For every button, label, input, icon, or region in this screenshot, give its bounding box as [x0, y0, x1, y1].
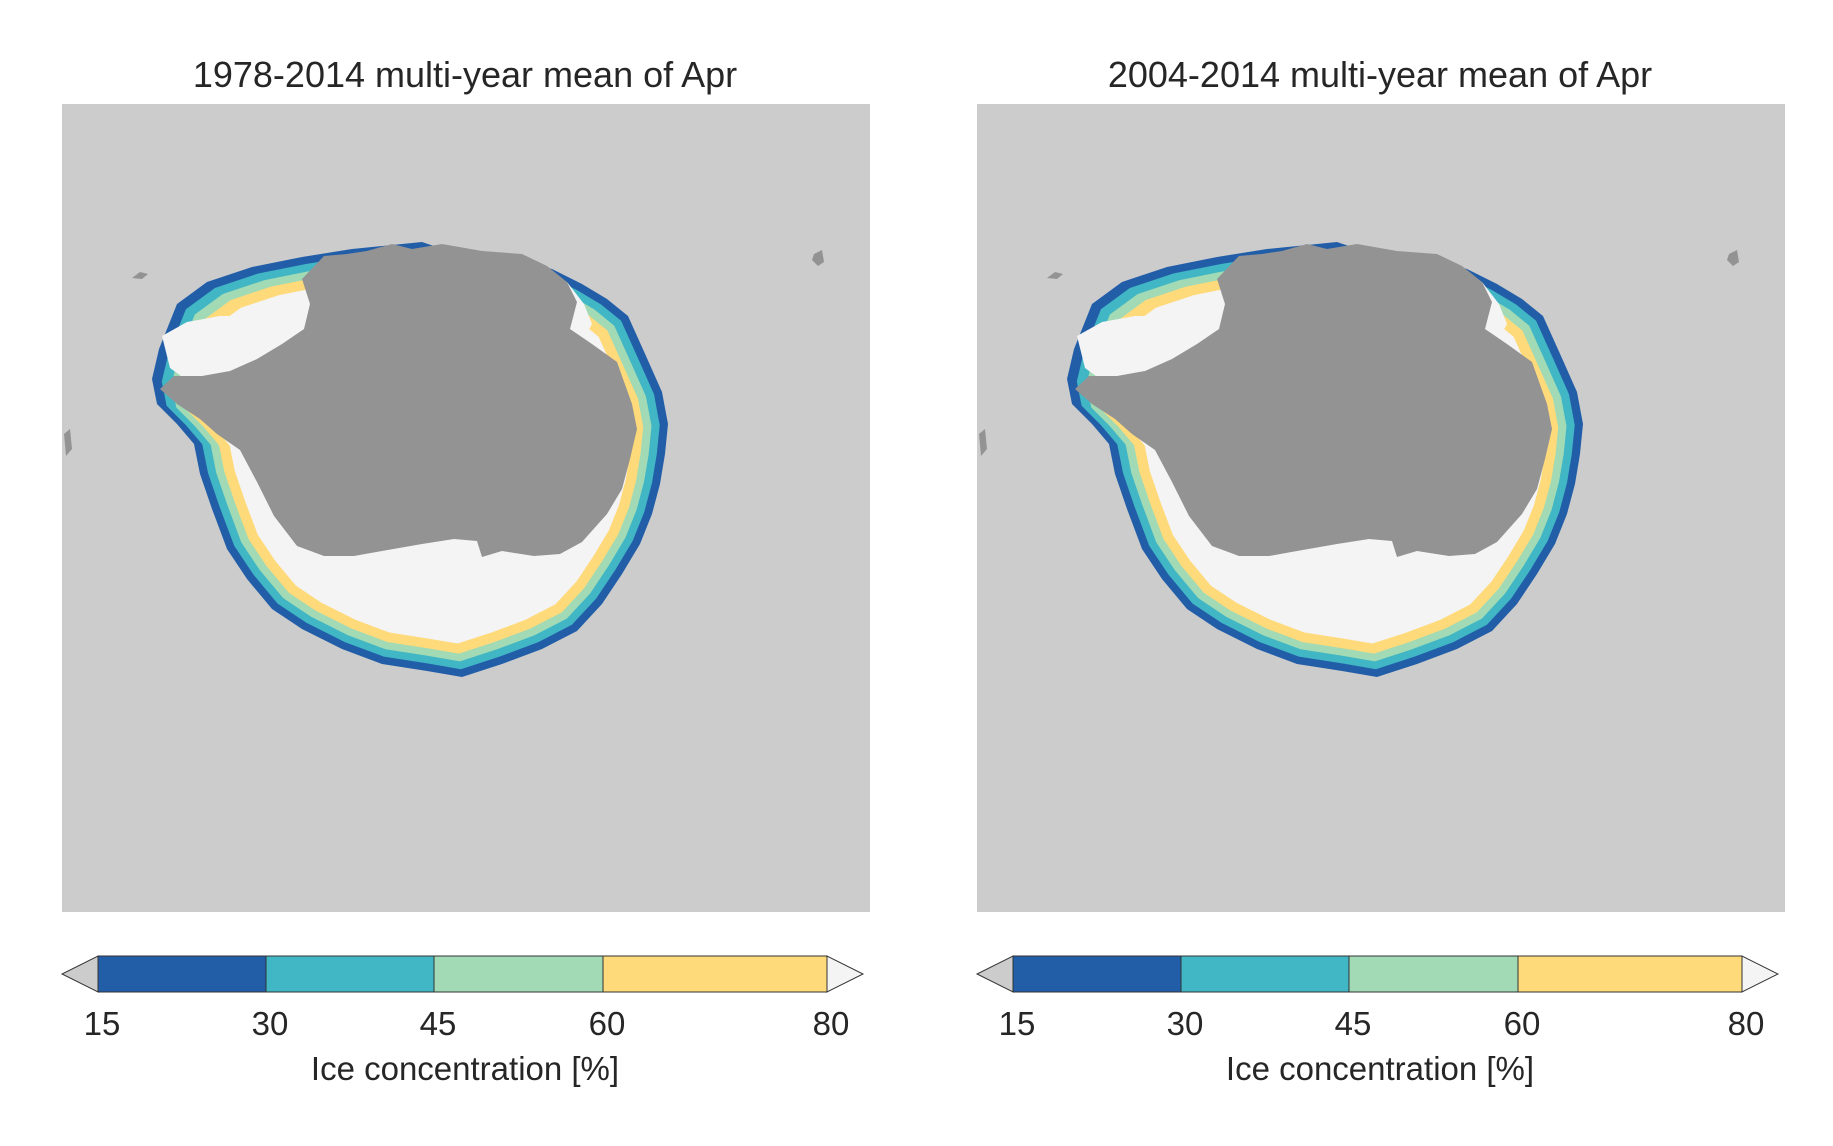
colorbar-over-arrow: [1741, 955, 1780, 993]
colorbar-segment-2: [265, 955, 435, 993]
colorbar-under-arrow: [60, 955, 99, 993]
map-panel-2004-2014: 2004-2014 multi-year mean of Apr 15 30 4…: [970, 0, 1790, 1146]
antarctica-landmass: [160, 244, 637, 557]
colorbar-tick-15: 15: [83, 1005, 121, 1042]
colorbar-under-arrow: [975, 955, 1014, 993]
antarctica-landmass: [1075, 244, 1552, 557]
colorbar: [975, 955, 1780, 993]
colorbar-tick-45: 45: [419, 1005, 457, 1042]
island-south-georgia: [132, 272, 148, 279]
colorbar-segment-1: [97, 955, 267, 993]
colorbar-segment-2: [1180, 955, 1350, 993]
colorbar-label: Ice concentration [%]: [310, 1050, 620, 1087]
colorbar-label: Ice concentration [%]: [1225, 1050, 1535, 1087]
island-tip-south-america: [64, 429, 72, 456]
colorbar-segment-4: [1517, 955, 1743, 993]
colorbar-segment-3: [1348, 955, 1519, 993]
map-panel-1978-2014: 1978-2014 multi-year mean of Apr 15 30 4…: [55, 0, 875, 1146]
island-tip-south-america: [979, 429, 987, 456]
island-kerguelen: [1727, 250, 1739, 266]
colorbar-tick-60: 60: [588, 1005, 626, 1042]
colorbar-tick-60: 60: [1503, 1005, 1541, 1042]
colorbar-tick-45: 45: [1334, 1005, 1372, 1042]
ice-shelf-ross: [1195, 524, 1457, 612]
colorbar-segment-1: [1012, 955, 1182, 993]
colorbar: [60, 955, 865, 993]
colorbar-tick-80: 80: [1727, 1005, 1765, 1042]
island-kerguelen: [812, 250, 824, 266]
colorbar-tick-80: 80: [812, 1005, 850, 1042]
map-title: 2004-2014 multi-year mean of Apr: [1107, 54, 1653, 95]
colorbar-over-arrow: [826, 955, 865, 993]
ice-shelf-ross: [280, 524, 542, 612]
colorbar-tick-30: 30: [251, 1005, 289, 1042]
sea-ice-map: [977, 104, 1785, 912]
colorbar-segment-3: [433, 955, 604, 993]
colorbar-segment-4: [602, 955, 828, 993]
colorbar-tick-15: 15: [998, 1005, 1036, 1042]
island-south-georgia: [1047, 272, 1063, 279]
map-title: 1978-2014 multi-year mean of Apr: [192, 54, 738, 95]
sea-ice-map: [62, 104, 870, 912]
colorbar-tick-30: 30: [1166, 1005, 1204, 1042]
